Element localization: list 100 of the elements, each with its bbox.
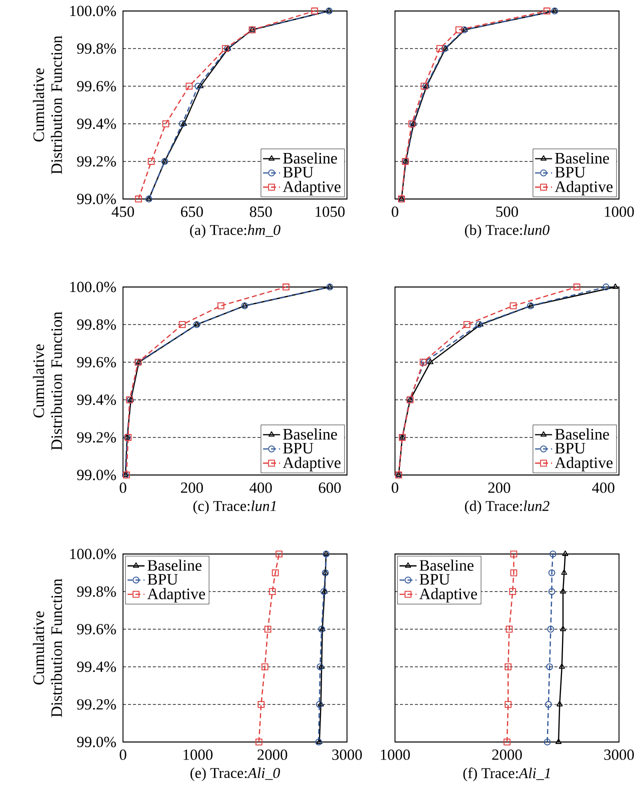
y-axis-title: Cumulative Distribution Function [32, 36, 62, 174]
legend-label: BPU [420, 574, 450, 585]
y-axis-title: Cumulative Distribution Function [32, 312, 62, 450]
x-tick-label: 0 [392, 482, 398, 493]
point [549, 550, 556, 558]
legend-label: BPU [555, 166, 586, 178]
x-tick-label: 500 [496, 206, 518, 217]
x-tick-label: 0 [392, 206, 398, 217]
point [311, 8, 318, 14]
text: (f) Trace:Ali_1 [463, 768, 550, 782]
point [547, 626, 554, 633]
point [504, 663, 512, 670]
point [162, 120, 170, 128]
legend-label: BPU [555, 442, 586, 454]
point [282, 284, 290, 290]
point [504, 738, 510, 746]
x-tick-label: 1000 [604, 206, 634, 217]
x-tick-label: 2000 [258, 750, 288, 760]
legend-label: BPU [148, 574, 178, 585]
x-tick-label: 400 [250, 482, 272, 493]
x-tick-label: 200 [181, 482, 203, 493]
point [455, 26, 462, 34]
y-tick-label: 99.4% [77, 118, 116, 130]
point [504, 700, 512, 708]
y-tick-label: 99.8% [77, 319, 116, 330]
point [198, 82, 204, 88]
point [255, 738, 262, 746]
legend-label: Baseline [555, 152, 609, 164]
x-tick-label: 3000 [604, 750, 634, 760]
text: (b) Trace:lun0 [464, 224, 550, 238]
point [556, 700, 563, 706]
legend-label: Baseline [283, 152, 337, 164]
point [548, 588, 556, 596]
point [463, 321, 470, 328]
y-tick-label: 99.6% [77, 356, 116, 368]
y-tick-label: 99.0% [77, 470, 116, 480]
legend-label: BPU [283, 442, 314, 454]
x-tick-label: 1000 [184, 750, 213, 760]
legend-label: Baseline [555, 428, 609, 440]
y-tick-label: 99.2% [77, 699, 116, 710]
point [560, 588, 566, 594]
point [573, 284, 580, 290]
point [612, 284, 618, 289]
legend-label: Adaptive [282, 180, 341, 196]
text: (d) Trace:lun2 [464, 500, 550, 514]
legend-label: Adaptive [419, 588, 478, 602]
point [558, 663, 565, 669]
x-tick-label: 0 [120, 482, 126, 493]
point [560, 626, 566, 632]
text: (c) Trace:lun1 [193, 500, 276, 514]
x-tick-label: 0 [120, 750, 126, 760]
legend-label: Baseline [283, 428, 337, 440]
point [436, 45, 444, 52]
point [602, 284, 610, 290]
y-tick-label: 99.8% [77, 586, 116, 597]
y-tick-label: 99.4% [77, 662, 116, 672]
x-tick-label: 600 [318, 482, 341, 493]
point [427, 358, 434, 364]
point [546, 663, 554, 670]
point [510, 550, 518, 558]
y-tick-label: 99.4% [77, 394, 116, 406]
point [510, 302, 517, 310]
legend-label: Adaptive [282, 456, 341, 472]
legend-label: Adaptive [554, 180, 613, 196]
point [217, 302, 224, 310]
point [555, 738, 562, 744]
point [544, 738, 551, 746]
text: (a) Trace:hm_0 [190, 224, 280, 238]
legend-label: Baseline [148, 560, 202, 571]
point [186, 82, 193, 90]
point [258, 700, 265, 708]
y-tick-label: 100.0% [70, 548, 116, 560]
point [561, 569, 568, 575]
point [506, 626, 513, 633]
point [264, 626, 272, 633]
x-tick-label: 650 [180, 206, 203, 217]
point [178, 321, 186, 328]
y-tick-label: 99.0% [77, 736, 116, 748]
point [148, 158, 155, 165]
y-tick-label: 99.2% [77, 432, 116, 443]
legend-label: Baseline [420, 560, 474, 571]
point [562, 550, 568, 556]
point [510, 569, 518, 576]
y-tick-label: 99.8% [77, 43, 116, 54]
y-tick-label: 99.6% [77, 624, 116, 634]
x-tick-label: 3000 [332, 750, 362, 760]
y-axis-title: Cumulative Distribution Function [32, 578, 62, 718]
y-tick-label: 100.0% [70, 6, 116, 16]
point [509, 588, 516, 596]
legend-label: Adaptive [147, 588, 206, 602]
x-tick-label: 1050 [316, 206, 345, 217]
x-tick-label: 400 [592, 482, 614, 493]
point [194, 82, 202, 90]
point [543, 8, 550, 14]
point [272, 569, 279, 576]
x-tick-label: 200 [488, 482, 510, 493]
y-tick-label: 99.0% [77, 194, 116, 204]
x-tick-label: 2000 [492, 750, 522, 760]
point [545, 700, 552, 708]
x-tick-label: 450 [112, 206, 134, 217]
